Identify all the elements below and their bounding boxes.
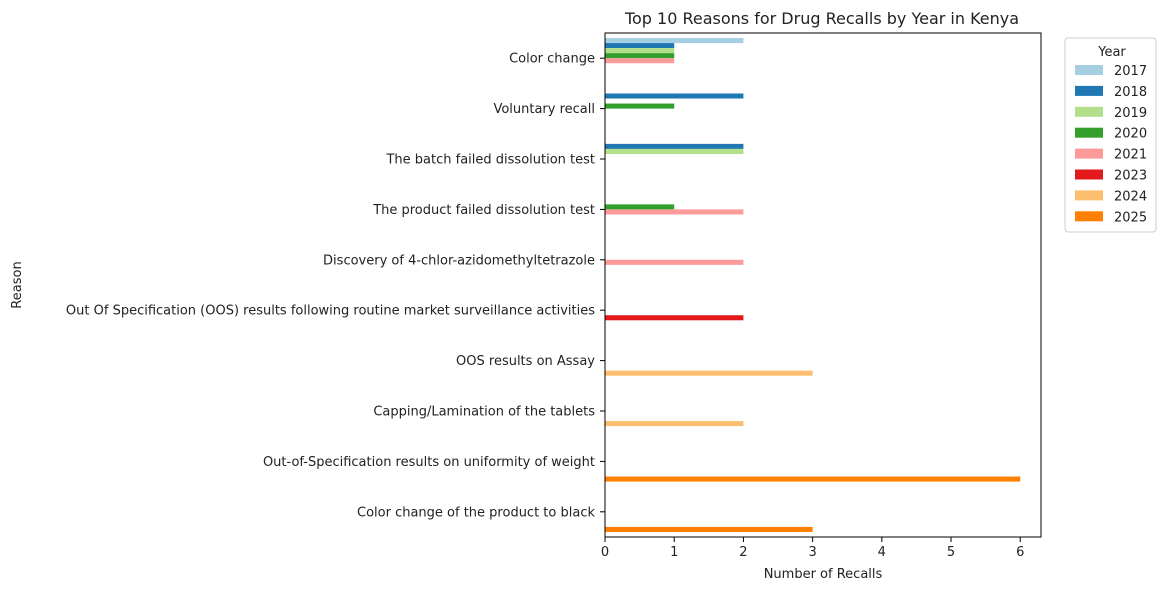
x-tick-label: 3	[808, 545, 816, 560]
bar-2020-0	[605, 53, 675, 59]
bar-2025-8	[605, 476, 1021, 482]
legend-title: Year	[1097, 45, 1126, 60]
legend-swatch-2021	[1075, 148, 1103, 159]
y-category-label: Capping/Lamination of the tablets	[373, 405, 595, 420]
y-category-label: Out-of-Specification results on uniformi…	[263, 455, 595, 470]
x-tick-label: 0	[601, 545, 609, 560]
legend-swatch-2019	[1075, 106, 1103, 117]
legend-swatch-2017	[1075, 65, 1103, 75]
x-tick-label: 1	[670, 545, 678, 560]
bar-2018-1	[605, 93, 744, 99]
legend-swatch-2023	[1075, 169, 1103, 180]
bar-2021-3	[605, 209, 744, 215]
legend-label-2025: 2025	[1114, 210, 1147, 225]
bar-2019-0	[605, 48, 675, 54]
bar-2024-6	[605, 370, 813, 376]
x-axis-label: Number of Recalls	[764, 567, 883, 582]
bar-2018-0	[605, 43, 675, 49]
legend-label-2024: 2024	[1114, 189, 1147, 204]
legend-swatch-2025	[1075, 211, 1103, 222]
plot-area-frame	[604, 32, 1042, 538]
legend-label-2017: 2017	[1114, 64, 1147, 79]
y-axis-label: Reason	[10, 261, 25, 308]
y-category-label: Discovery of 4-chlor-azidomethyltetrazol…	[323, 253, 595, 268]
y-category-label: The product failed dissolution test	[372, 203, 595, 218]
bar-2024-7	[605, 421, 744, 427]
bar-2018-2	[605, 143, 744, 149]
bar-2021-0	[605, 58, 675, 64]
legend-items: 2017 2018 2019 2020 2021 2023 2024 2025	[1075, 64, 1147, 225]
legend-swatch-2018	[1075, 85, 1103, 96]
bar-2021-4	[605, 259, 744, 265]
x-tick-label: 2	[739, 545, 747, 560]
bar-2019-2	[605, 148, 744, 154]
bar-2020-1	[605, 103, 675, 109]
y-category-label: Voluntary recall	[493, 102, 595, 117]
chart-title: Top 10 Reasons for Drug Recalls by Year …	[624, 9, 1019, 28]
y-category-label: The batch failed dissolution test	[385, 153, 595, 168]
bar-2023-5	[605, 315, 744, 321]
y-axis-categories: Color change Voluntary recall The batch fa…	[66, 52, 605, 520]
legend-swatch-2020	[1075, 127, 1103, 138]
legend-label-2020: 2020	[1114, 127, 1147, 142]
y-category-label: Color change	[509, 52, 595, 67]
legend-label-2021: 2021	[1114, 148, 1147, 163]
legend-label-2023: 2023	[1114, 169, 1147, 184]
x-tick-label: 6	[1016, 545, 1024, 560]
y-category-label: Out Of Specification (OOS) results follo…	[66, 304, 595, 319]
legend-swatch-2024	[1075, 190, 1103, 201]
bar-2020-3	[605, 204, 675, 210]
legend: Year 2017 2018 2019 2020 2021 2023 2024 2025	[1064, 37, 1157, 233]
bars-layer	[605, 38, 1021, 532]
y-category-label: OOS results on Assay	[456, 354, 595, 369]
x-tick-label: 4	[878, 545, 886, 560]
bar-2025-9	[605, 526, 813, 532]
y-category-label: Color change of the product to black	[357, 505, 595, 520]
legend-label-2018: 2018	[1114, 85, 1147, 100]
legend-label-2019: 2019	[1114, 106, 1147, 121]
bar-2017-0	[605, 38, 744, 44]
x-tick-label: 5	[947, 545, 955, 560]
x-axis-ticks: 0 1 2 3 4 5 6	[601, 537, 1024, 560]
